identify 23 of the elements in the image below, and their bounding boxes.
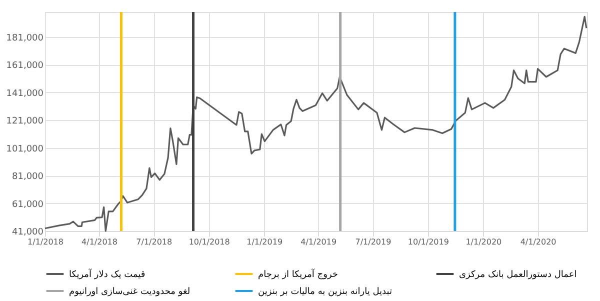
y-tick-label: 121,000: [6, 116, 44, 127]
x-tick-label: 10/1/2019: [408, 238, 449, 246]
x-tick-label: 4/1/2018: [82, 238, 118, 246]
legend-label: تبدیل یارانه بنزین به مالیات بر بنزین: [258, 287, 392, 297]
y-tick-label: 101,000: [6, 144, 44, 154]
y-tick-label: 41,000: [12, 228, 44, 238]
legend-label: اعمال دستورالعمل بانک مرکزی: [459, 270, 577, 280]
x-tick-label: 1/1/2019: [246, 238, 283, 246]
y-tick-label: 181,000: [6, 33, 44, 44]
y-tick-label: 161,000: [6, 61, 44, 72]
y-tick-label: 61,000: [12, 200, 44, 210]
x-tick-label: 4/1/2020: [520, 238, 556, 246]
x-tick-label: 10/1/2018: [188, 238, 230, 246]
x-tick-label: 1/1/2020: [466, 238, 502, 246]
legend-label: قیمت یک دلار آمریکا: [69, 268, 146, 280]
x-tick-label: 4/1/2019: [300, 238, 337, 246]
legend-label: خروج آمریکا از برجام: [258, 268, 338, 280]
x-tick-label: 7/1/2019: [355, 238, 392, 246]
legend-label: لغو محدودیت غنی‌سازی اورانیوم: [69, 287, 190, 297]
x-tick-label: 7/1/2018: [136, 238, 172, 246]
y-tick-label: 141,000: [6, 88, 44, 99]
y-tick-label: 81,000: [12, 172, 44, 182]
x-tick-label: 1/1/2018: [28, 238, 64, 246]
